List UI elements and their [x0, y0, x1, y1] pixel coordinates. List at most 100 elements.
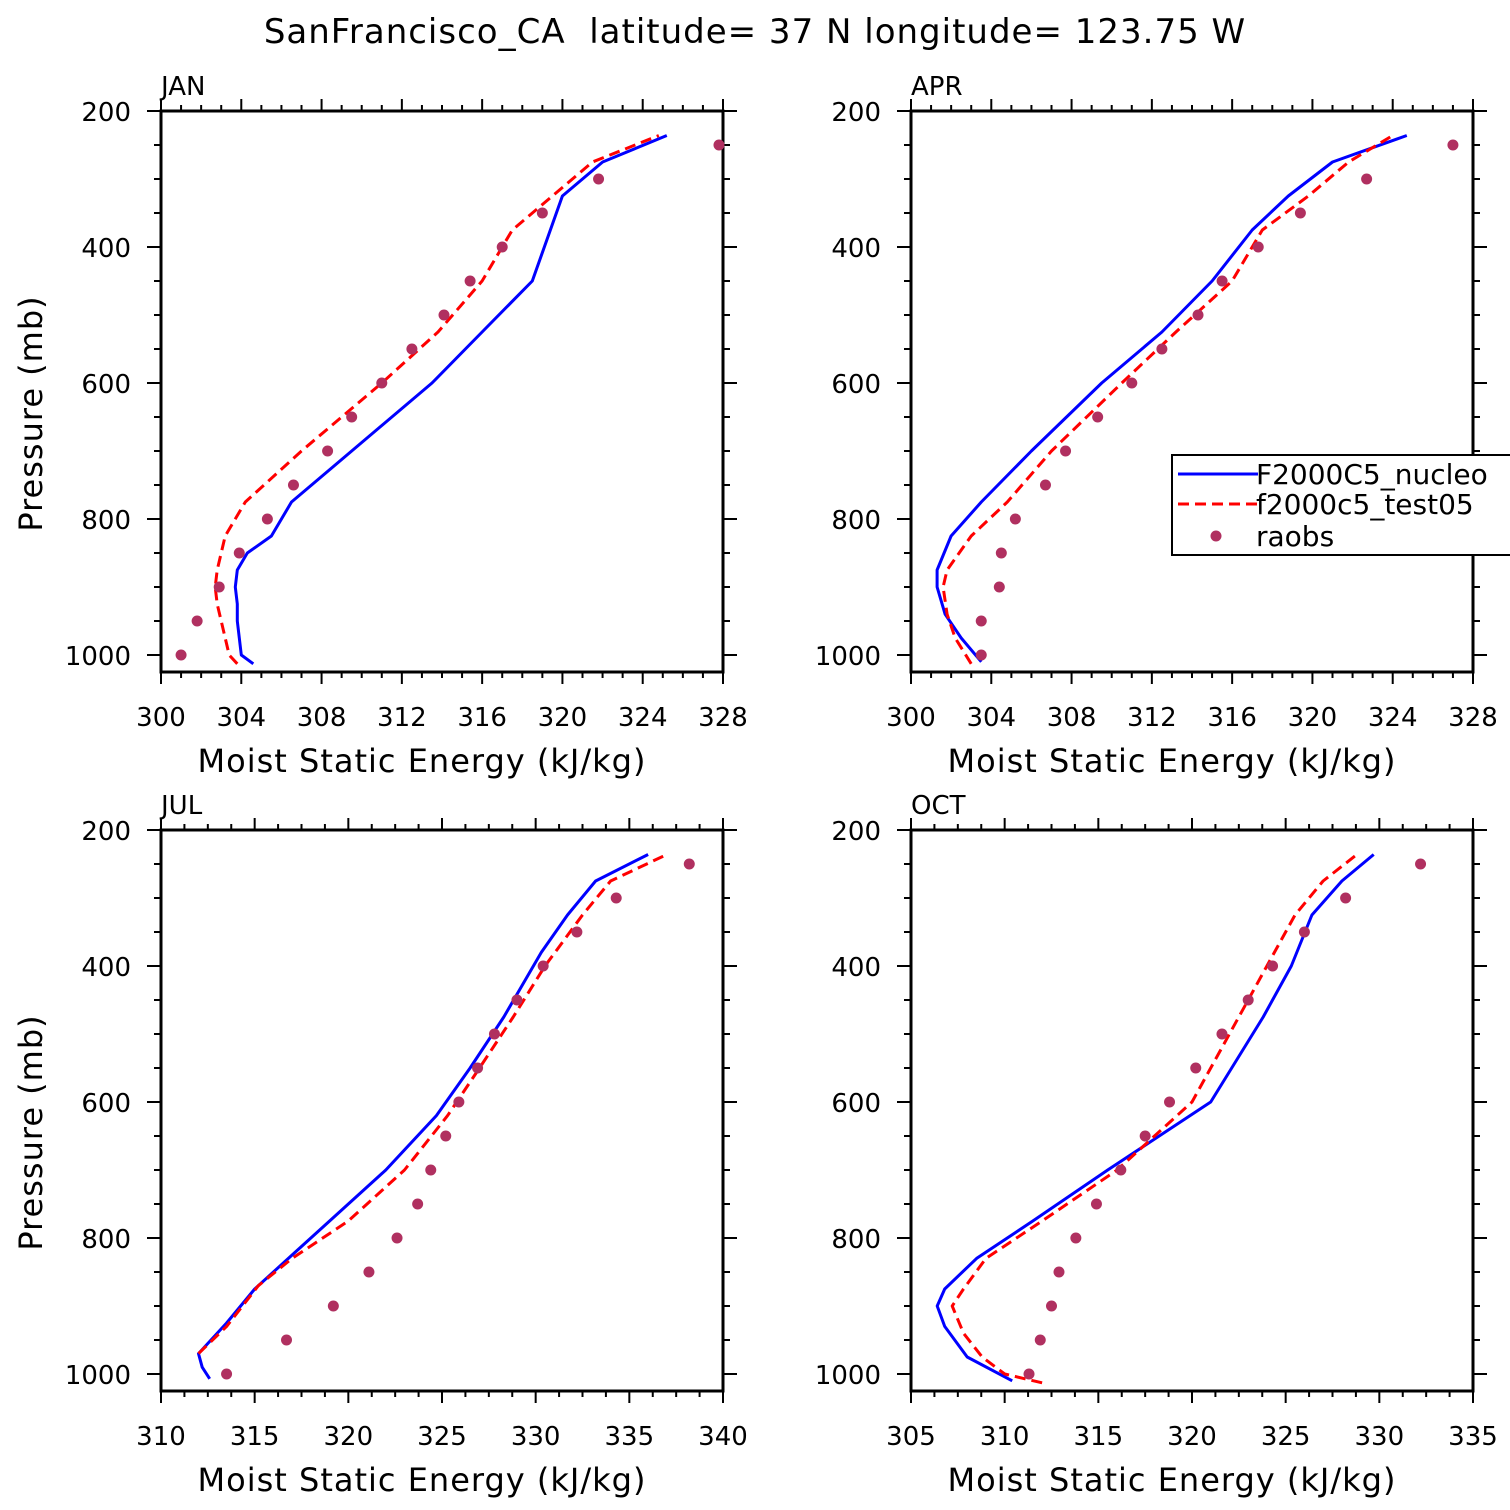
nucleo-line: [935, 134, 1408, 663]
plot-frame: [159, 109, 725, 674]
y-tick-label: 1000: [65, 1361, 131, 1391]
x-tick-label: 315: [230, 1422, 280, 1452]
raobs-point: [1252, 241, 1264, 253]
y-tick-label: 200: [831, 817, 881, 847]
raobs-point: [1340, 892, 1352, 904]
x-tick-label: 304: [966, 703, 1016, 733]
raobs-point: [1267, 960, 1279, 972]
raobs-point: [593, 173, 605, 185]
raobs-point: [453, 1096, 465, 1108]
y-axis-label: Pressure (mb): [12, 295, 50, 531]
y-tick-label: 800: [831, 506, 881, 536]
raobs-point: [1009, 513, 1021, 525]
nucleo-line: [233, 134, 668, 666]
y-tick-label: 400: [81, 953, 131, 983]
x-tick-label: 328: [1448, 703, 1498, 733]
series-group: [935, 134, 1408, 665]
raobs-point: [1023, 1368, 1035, 1380]
x-axis-label: Moist Static Energy (kJ/kg): [948, 742, 1397, 780]
raobs-point: [537, 960, 549, 972]
y-tick-label: 800: [831, 1225, 881, 1255]
raobs-point: [713, 139, 725, 151]
x-tick-label: 330: [1355, 1422, 1405, 1452]
raobs-point: [1294, 207, 1306, 219]
raobs-point: [221, 1368, 233, 1380]
raobs-point: [1039, 479, 1051, 491]
y-tick-label: 200: [831, 98, 881, 128]
raobs-point: [391, 1232, 403, 1244]
plot-frame: [909, 828, 1475, 1393]
panel-label: OCT: [911, 791, 966, 821]
test05-line: [941, 134, 1394, 665]
raobs-point: [1415, 858, 1427, 870]
y-tick-label: 1000: [815, 1361, 881, 1391]
nucleo-line: [197, 853, 649, 1380]
x-tick-label: 300: [136, 703, 186, 733]
test05-line: [197, 853, 668, 1355]
page-title: SanFrancisco_CA latitude= 37 N longitude…: [263, 12, 1247, 52]
series-group: [197, 853, 668, 1380]
x-tick-label: 316: [1207, 703, 1257, 733]
raobs-point: [1034, 1334, 1046, 1346]
x-tick-label: 324: [1368, 703, 1418, 733]
panels: 300 304 308 312 316 320 324 328 200 400 600 800 1000…: [12, 72, 1510, 1499]
raobs-point: [975, 649, 987, 661]
x-tick-label: 335: [1448, 1422, 1498, 1452]
raobs-point: [440, 1130, 452, 1142]
raobs-point: [464, 275, 476, 287]
raobs-point: [993, 581, 1005, 593]
raobs-point: [1156, 343, 1168, 355]
raobs-point: [438, 309, 450, 321]
panel-apr: 300 304 308 312 316 320 324 328 200 400 600 800 1000…: [815, 72, 1498, 780]
y-tick-label: 400: [81, 234, 131, 264]
raobs-point: [1242, 994, 1254, 1006]
raobs-point: [1164, 1096, 1176, 1108]
legend-box: [1171, 454, 1510, 556]
legend-marker: [1210, 530, 1222, 542]
raobs-point: [1090, 1198, 1102, 1210]
raobs-point: [287, 479, 299, 491]
raobs-point: [488, 1028, 500, 1040]
x-tick-label: 320: [538, 703, 588, 733]
raobs-point: [995, 547, 1007, 559]
raobs-point: [1092, 411, 1104, 423]
raobs-point: [1060, 445, 1072, 457]
y-tick-label: 600: [81, 370, 131, 400]
x-tick-label: 305: [886, 1422, 936, 1452]
raobs-point: [406, 343, 418, 355]
x-tick-label: 335: [605, 1422, 655, 1452]
raobs-point: [496, 241, 508, 253]
raobs-point: [472, 1062, 484, 1074]
x-tick-label: 304: [216, 703, 266, 733]
x-tick-label: 325: [417, 1422, 467, 1452]
x-tick-label: 312: [377, 703, 427, 733]
raobs-point: [425, 1164, 437, 1176]
raobs-point: [975, 615, 987, 627]
raobs-point: [363, 1266, 375, 1278]
raobs-point: [233, 547, 245, 559]
panel-jul: 310 315 320 325 330 335 340 200 400 600 800 1000 JUL…: [12, 791, 748, 1499]
y-tick-label: 200: [81, 817, 131, 847]
y-tick-label: 400: [831, 234, 881, 264]
raobs-point: [1126, 377, 1138, 389]
raobs-point: [1046, 1300, 1057, 1312]
panel-oct: 305 310 315 320 325 330 335 200 400 600 800 1000 OCT…: [815, 791, 1498, 1499]
raobs-point: [191, 615, 203, 627]
raobs-point: [1447, 139, 1459, 151]
panel-label: JAN: [159, 72, 205, 102]
y-axis-label: Pressure (mb): [12, 1014, 50, 1250]
raobs-point: [1139, 1130, 1151, 1142]
test05-line: [950, 853, 1358, 1385]
x-tick-label: 300: [886, 703, 936, 733]
raobs-point: [536, 207, 548, 219]
x-tick-label: 308: [297, 703, 347, 733]
x-tick-label: 308: [1047, 703, 1097, 733]
x-tick-label: 315: [1074, 1422, 1124, 1452]
raobs-point: [1192, 309, 1204, 321]
x-tick-label: 324: [618, 703, 668, 733]
raobs-point: [261, 513, 273, 525]
x-tick-label: 310: [980, 1422, 1030, 1452]
y-tick-label: 400: [831, 953, 881, 983]
